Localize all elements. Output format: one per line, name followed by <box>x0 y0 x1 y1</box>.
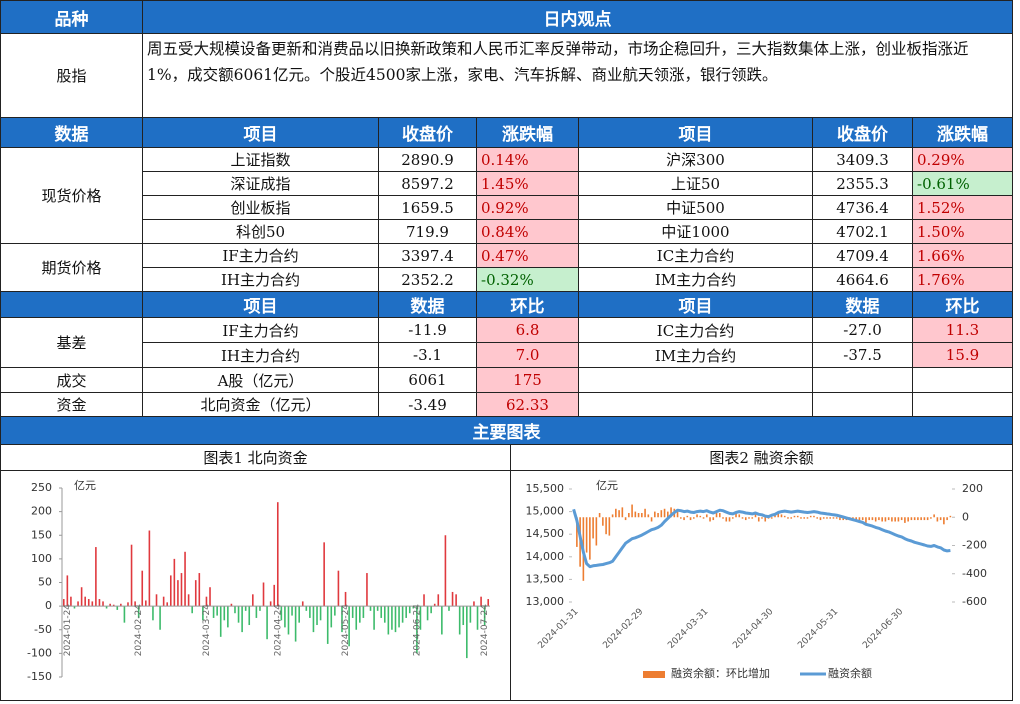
item-cell: IH主力合约 <box>142 342 379 368</box>
column-header: 收盘价 <box>378 117 477 148</box>
value-cell: -37.5 <box>812 342 913 368</box>
price-cell: 4664.6 <box>812 267 913 292</box>
price-cell: 4702.1 <box>812 219 913 244</box>
empty-cell <box>812 367 913 393</box>
header-cell: 品种 <box>0 0 143 34</box>
column-header: 数据 <box>0 117 143 148</box>
item-cell: IM主力合约 <box>578 342 813 368</box>
value-cell: 6061 <box>378 367 477 393</box>
change-cell: 0.92% <box>476 195 579 220</box>
item-cell: 深证成指 <box>142 171 379 196</box>
header-cell <box>0 291 143 318</box>
change-cell: 15.9 <box>912 342 1013 368</box>
change-cell: 1.76% <box>912 267 1013 292</box>
price-cell: 3409.3 <box>812 147 913 172</box>
change-cell: 0.14% <box>476 147 579 172</box>
column-header: 项目 <box>142 291 379 318</box>
row-label: 股指 <box>0 33 143 118</box>
price-cell: 8597.2 <box>378 171 477 196</box>
column-header: 收盘价 <box>812 117 913 148</box>
price-cell: 4709.4 <box>812 243 913 268</box>
group-label: 期货价格 <box>0 243 143 292</box>
value-cell: -11.9 <box>378 317 477 343</box>
price-cell: 2355.3 <box>812 171 913 196</box>
change-cell: 0.84% <box>476 219 579 244</box>
change-cell: 1.50% <box>912 219 1013 244</box>
item-cell: 创业板指 <box>142 195 379 220</box>
column-header: 数据 <box>812 291 913 318</box>
change-cell: 6.8 <box>476 317 579 343</box>
price-cell: 1659.5 <box>378 195 477 220</box>
change-cell: 1.66% <box>912 243 1013 268</box>
item-cell: 北向资金（亿元） <box>142 392 379 417</box>
price-cell: 2890.9 <box>378 147 477 172</box>
change-cell: -0.61% <box>912 171 1013 196</box>
empty-cell <box>812 392 913 417</box>
price-cell: 3397.4 <box>378 243 477 268</box>
item-cell: IF主力合约 <box>142 317 379 343</box>
price-cell: 719.9 <box>378 219 477 244</box>
item-cell: A股（亿元） <box>142 367 379 393</box>
column-header: 数据 <box>378 291 477 318</box>
value-cell: -27.0 <box>812 317 913 343</box>
chart-title: 图表1 北向资金 <box>0 444 511 471</box>
empty-cell <box>578 367 813 393</box>
group-label: 基差 <box>0 317 143 368</box>
item-cell: IM主力合约 <box>578 267 813 292</box>
change-cell: 0.47% <box>476 243 579 268</box>
empty-cell <box>578 392 813 417</box>
summary-text: 周五受大规模设备更新和消费品以旧换新政策和人民币汇率反弹带动，市场企稳回升，三大… <box>142 33 1013 118</box>
change-cell: 7.0 <box>476 342 579 368</box>
item-cell: IC主力合约 <box>578 317 813 343</box>
value-cell: -3.49 <box>378 392 477 417</box>
item-cell: 沪深300 <box>578 147 813 172</box>
empty-cell <box>912 392 1013 417</box>
header-cell: 日内观点 <box>142 0 1013 34</box>
value-cell: -3.1 <box>378 342 477 368</box>
item-cell: 上证指数 <box>142 147 379 172</box>
change-cell: 11.3 <box>912 317 1013 343</box>
chart-panel <box>0 470 511 701</box>
item-cell: IC主力合约 <box>578 243 813 268</box>
column-header: 环比 <box>476 291 579 318</box>
change-cell: 175 <box>476 367 579 393</box>
change-cell: 0.29% <box>912 147 1013 172</box>
change-cell: 62.33 <box>476 392 579 417</box>
change-cell: 1.52% <box>912 195 1013 220</box>
price-cell: 2352.2 <box>378 267 477 292</box>
column-header: 涨跌幅 <box>476 117 579 148</box>
column-header: 环比 <box>912 291 1013 318</box>
section-header: 主要图表 <box>0 416 1013 445</box>
item-cell: 科创50 <box>142 219 379 244</box>
item-cell: IH主力合约 <box>142 267 379 292</box>
item-cell: 中证500 <box>578 195 813 220</box>
chart-title: 图表2 融资余额 <box>510 444 1013 471</box>
column-header: 项目 <box>578 291 813 318</box>
group-label: 现货价格 <box>0 147 143 244</box>
price-cell: 4736.4 <box>812 195 913 220</box>
column-header: 涨跌幅 <box>912 117 1013 148</box>
group-label: 成交 <box>0 367 143 393</box>
item-cell: IF主力合约 <box>142 243 379 268</box>
chart-panel <box>510 470 1013 701</box>
empty-cell <box>912 367 1013 393</box>
column-header: 项目 <box>142 117 379 148</box>
item-cell: 上证50 <box>578 171 813 196</box>
column-header: 项目 <box>578 117 813 148</box>
change-cell: -0.32% <box>476 267 579 292</box>
group-label: 资金 <box>0 392 143 417</box>
item-cell: 中证1000 <box>578 219 813 244</box>
change-cell: 1.45% <box>476 171 579 196</box>
